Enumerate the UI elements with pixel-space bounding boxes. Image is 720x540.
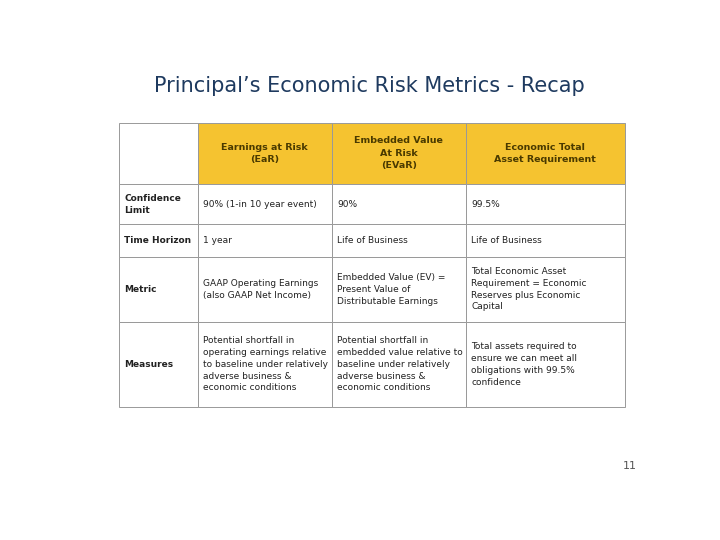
Text: Embedded Value
At Risk
(EVaR): Embedded Value At Risk (EVaR) <box>354 137 443 170</box>
Text: Principal’s Economic Risk Metrics - Recap: Principal’s Economic Risk Metrics - Reca… <box>153 76 585 96</box>
Bar <box>120 184 198 224</box>
Text: Embedded Value (EV) =
Present Value of
Distributable Earnings: Embedded Value (EV) = Present Value of D… <box>337 273 446 306</box>
Bar <box>332 256 466 322</box>
Bar <box>466 224 625 256</box>
Bar <box>332 224 466 256</box>
Text: Total Economic Asset
Requirement = Economic
Reserves plus Economic
Capital: Total Economic Asset Requirement = Econo… <box>471 267 587 312</box>
Bar <box>120 256 198 322</box>
Bar <box>466 123 625 184</box>
Text: Life of Business: Life of Business <box>471 236 541 245</box>
Text: GAAP Operating Earnings
(also GAAP Net Income): GAAP Operating Earnings (also GAAP Net I… <box>203 279 318 300</box>
Bar <box>466 256 625 322</box>
Text: Confidence
Limit: Confidence Limit <box>124 194 181 214</box>
Bar <box>120 123 198 184</box>
Bar <box>120 322 198 407</box>
Text: 1 year: 1 year <box>203 236 232 245</box>
Bar <box>466 322 625 407</box>
Text: 11: 11 <box>623 461 637 471</box>
Text: Measures: Measures <box>124 360 174 369</box>
Bar <box>198 123 332 184</box>
Bar <box>332 184 466 224</box>
Text: Life of Business: Life of Business <box>337 236 408 245</box>
Text: 90% (1-in 10 year event): 90% (1-in 10 year event) <box>203 200 317 208</box>
Text: Metric: Metric <box>124 285 157 294</box>
Text: 99.5%: 99.5% <box>471 200 500 208</box>
Bar <box>198 322 332 407</box>
Text: Earnings at Risk
(EaR): Earnings at Risk (EaR) <box>221 143 308 164</box>
Bar <box>466 184 625 224</box>
Text: Potential shortfall in
embedded value relative to
baseline under relatively
adve: Potential shortfall in embedded value re… <box>337 336 463 393</box>
Text: Time Horizon: Time Horizon <box>124 236 192 245</box>
Text: Potential shortfall in
operating earnings relative
to baseline under relatively
: Potential shortfall in operating earning… <box>203 336 328 393</box>
Bar <box>198 184 332 224</box>
Bar <box>198 256 332 322</box>
Text: Total assets required to
ensure we can meet all
obligations with 99.5%
confidenc: Total assets required to ensure we can m… <box>471 342 577 387</box>
Bar <box>332 123 466 184</box>
Bar <box>332 322 466 407</box>
Bar <box>198 224 332 256</box>
Text: Economic Total
Asset Requirement: Economic Total Asset Requirement <box>494 143 596 164</box>
Text: 90%: 90% <box>337 200 357 208</box>
Bar <box>120 224 198 256</box>
